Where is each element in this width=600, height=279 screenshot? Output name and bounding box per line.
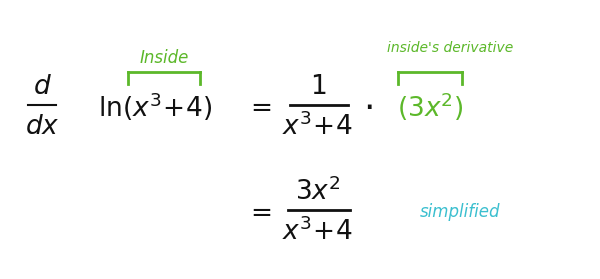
Text: $x^3\!+\!4$: $x^3\!+\!4$ (283, 218, 353, 246)
Text: Inside: Inside (139, 49, 188, 67)
Text: $3x^2$: $3x^2$ (295, 178, 341, 206)
Text: $1$: $1$ (310, 74, 326, 100)
Text: $\ln(x^3\!+\!4)$: $\ln(x^3\!+\!4)$ (98, 91, 212, 123)
Text: $\cdot$: $\cdot$ (363, 90, 373, 124)
Text: $(3x^2)$: $(3x^2)$ (397, 91, 463, 123)
Text: $d$: $d$ (32, 74, 52, 100)
Text: $=$: $=$ (245, 199, 271, 225)
Text: $x^3\!+\!4$: $x^3\!+\!4$ (283, 113, 353, 141)
Text: simplified: simplified (420, 203, 500, 221)
Text: $=$: $=$ (245, 94, 271, 120)
Text: $dx$: $dx$ (25, 114, 59, 140)
Text: inside's derivative: inside's derivative (387, 41, 513, 55)
